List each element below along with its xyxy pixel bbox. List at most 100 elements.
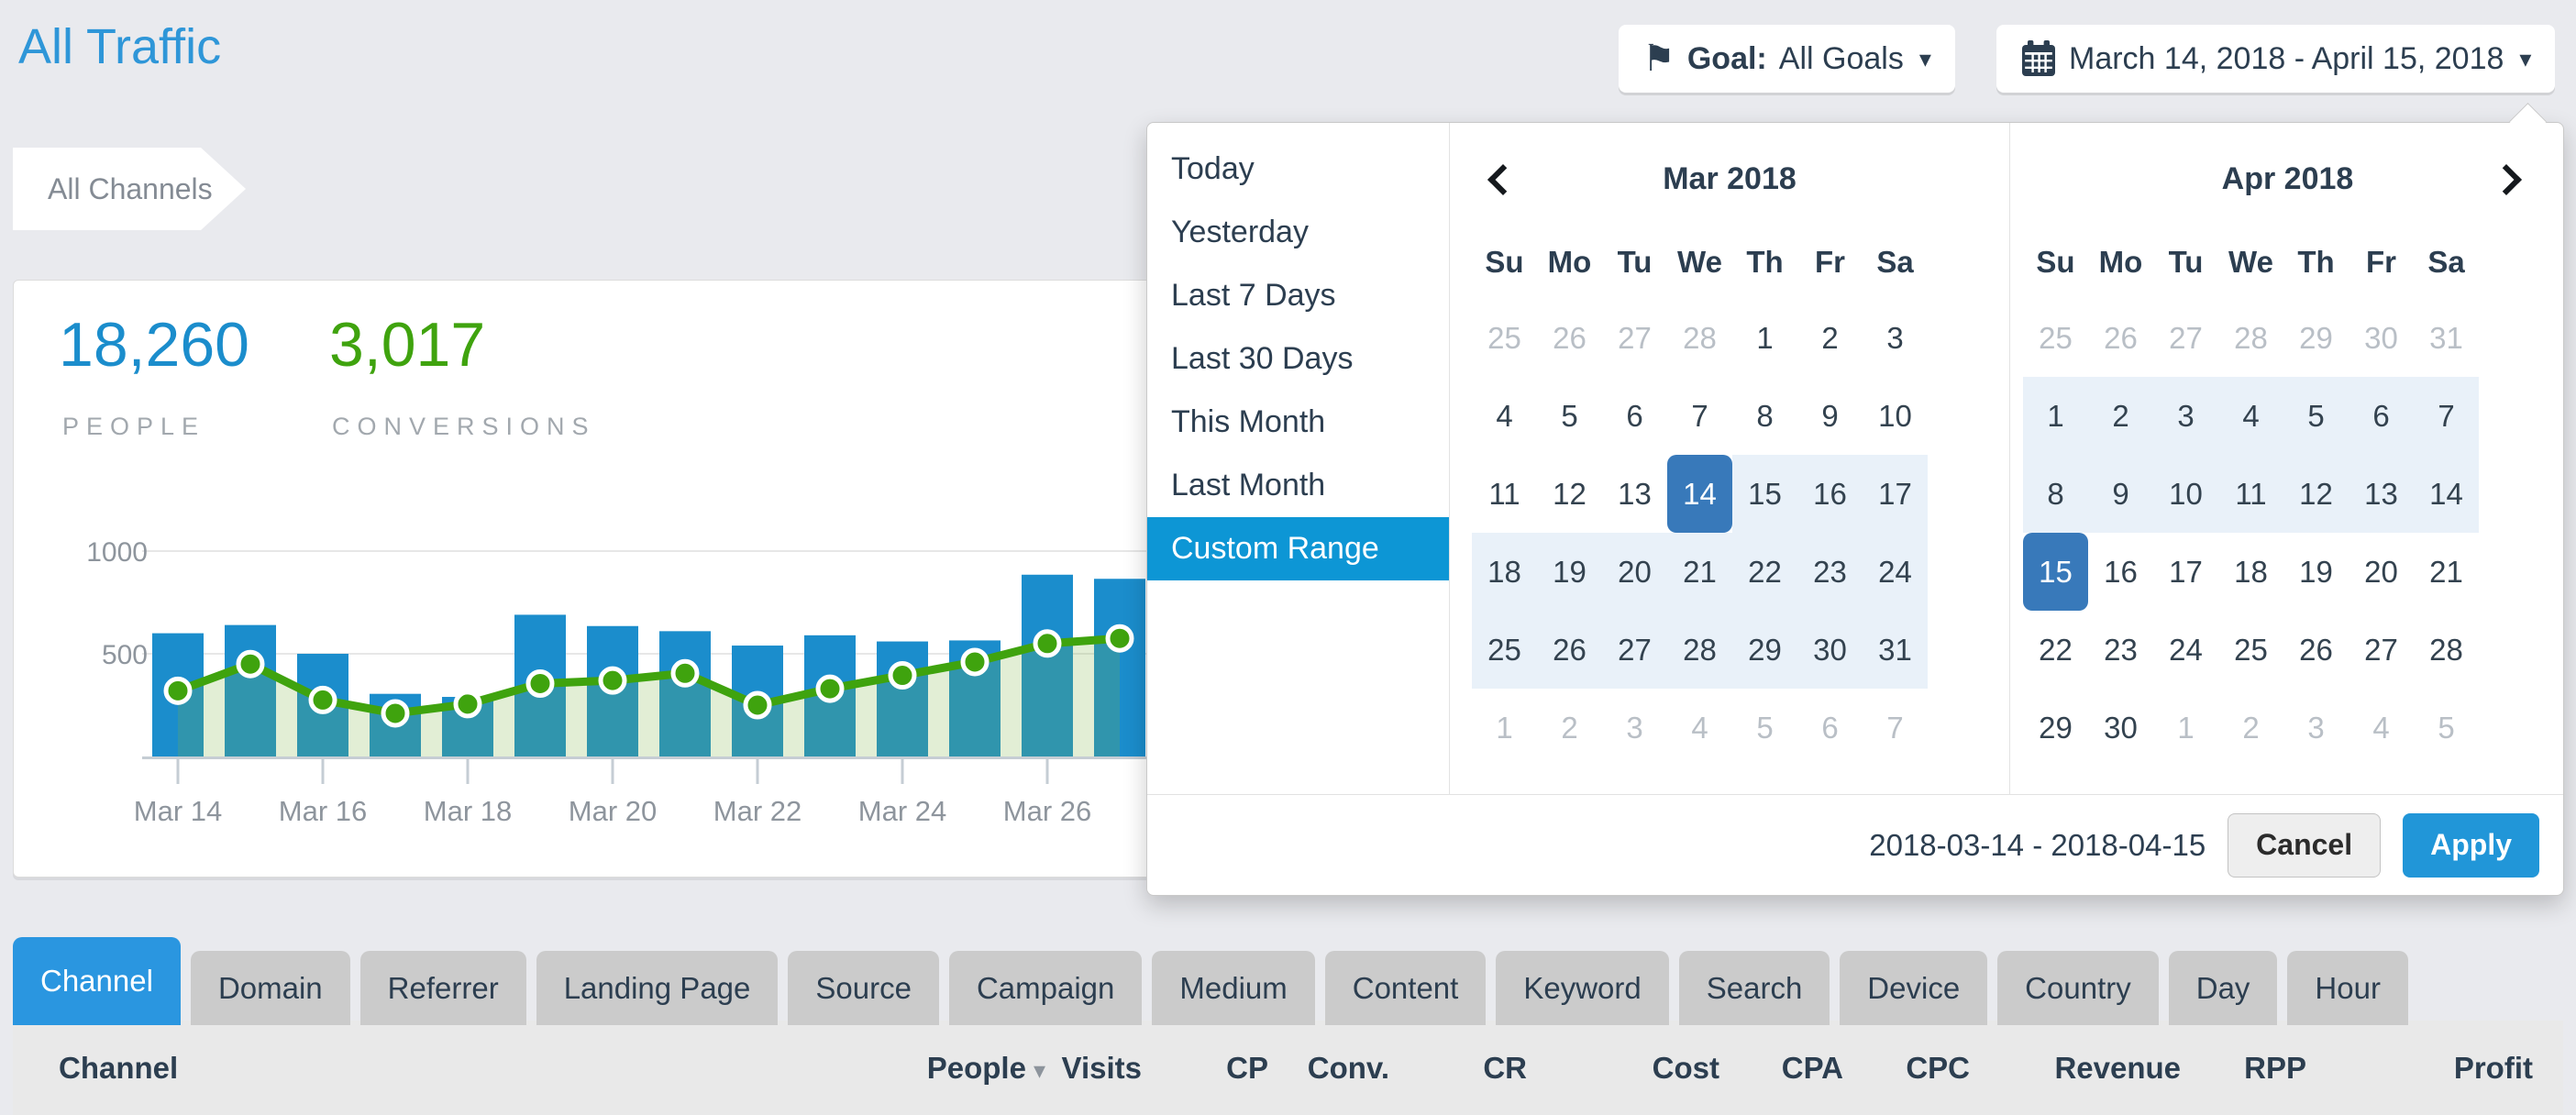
calendar-day[interactable]: 5	[1756, 711, 1774, 745]
calendar-day[interactable]: 5	[1561, 399, 1578, 433]
calendar-day[interactable]: 8	[1756, 399, 1774, 433]
calendar-day[interactable]: 1	[2023, 377, 2088, 455]
column-header-visits[interactable]: Visits	[1061, 1050, 1142, 1085]
calendar-day[interactable]: 3	[1626, 711, 1643, 745]
calendar-day[interactable]: 24	[1863, 533, 1928, 611]
column-header-channel[interactable]: Channel	[59, 1050, 179, 1085]
calendar-day[interactable]: 14	[1667, 455, 1732, 533]
calendar-day[interactable]: 3	[2307, 711, 2325, 745]
calendar-day[interactable]: 26	[1553, 321, 1587, 355]
calendar-day[interactable]: 9	[1821, 399, 1839, 433]
calendar-day[interactable]: 5	[2438, 711, 2455, 745]
column-header-profit[interactable]: Profit	[2453, 1050, 2533, 1085]
calendar-day[interactable]: 27	[2169, 321, 2203, 355]
calendar-day[interactable]: 19	[1537, 533, 1602, 611]
calendar-day[interactable]: 6	[2349, 377, 2414, 455]
calendar-day[interactable]: 25	[2234, 633, 2268, 667]
calendar-day[interactable]: 13	[2349, 455, 2414, 533]
calendar-day[interactable]: 12	[2283, 455, 2349, 533]
calendar-day[interactable]: 29	[1732, 611, 1797, 689]
column-header-rpp[interactable]: RPP	[2244, 1050, 2306, 1085]
calendar-day[interactable]: 15	[1732, 455, 1797, 533]
tab-source[interactable]: Source	[788, 951, 939, 1025]
calendar-day[interactable]: 26	[2299, 633, 2333, 667]
calendar-day[interactable]: 8	[2023, 455, 2088, 533]
column-header-cpc[interactable]: CPC	[1906, 1050, 1970, 1085]
calendar-day[interactable]: 26	[1537, 611, 1602, 689]
apply-button[interactable]: Apply	[2403, 812, 2539, 878]
calendar-day[interactable]: 25	[1487, 321, 1521, 355]
calendar-day[interactable]: 2	[1561, 711, 1578, 745]
calendar-day[interactable]: 5	[2283, 377, 2349, 455]
calendar-day[interactable]: 27	[2364, 633, 2398, 667]
calendar-day[interactable]: 6	[1821, 711, 1839, 745]
column-header-cost[interactable]: Cost	[1652, 1050, 1719, 1085]
calendar-day[interactable]: 4	[2372, 711, 2390, 745]
column-header-conv[interactable]: Conv.	[1307, 1050, 1389, 1085]
calendar-day[interactable]: 9	[2088, 455, 2153, 533]
calendar-day[interactable]: 10	[2153, 455, 2218, 533]
calendar-day[interactable]: 12	[1553, 477, 1587, 511]
calendar-day[interactable]: 22	[1732, 533, 1797, 611]
calendar-day[interactable]: 15	[2023, 533, 2088, 611]
calendar-day[interactable]: 31	[2429, 321, 2463, 355]
calendar-day[interactable]: 7	[1886, 711, 1904, 745]
calendar-day[interactable]: 11	[1488, 477, 1520, 511]
calendar-day[interactable]: 25	[1472, 611, 1537, 689]
range-option-this-month[interactable]: This Month	[1171, 404, 1326, 439]
calendar-day[interactable]: 21	[1667, 533, 1732, 611]
calendar-day[interactable]: 16	[2104, 555, 2138, 589]
tab-medium[interactable]: Medium	[1152, 951, 1315, 1025]
calendar-day[interactable]: 3	[2153, 377, 2218, 455]
calendar-day[interactable]: 10	[1878, 399, 1912, 433]
calendar-day[interactable]: 28	[2234, 321, 2268, 355]
calendar-day[interactable]: 24	[2169, 633, 2203, 667]
calendar-day[interactable]: 6	[1626, 399, 1643, 433]
calendar-day[interactable]: 30	[2364, 321, 2398, 355]
calendar-day[interactable]: 31	[1863, 611, 1928, 689]
column-header-cpa[interactable]: CPA	[1781, 1050, 1843, 1085]
calendar-day[interactable]: 20	[2364, 555, 2398, 589]
range-option-yesterday[interactable]: Yesterday	[1171, 215, 1309, 249]
calendar-day[interactable]: 11	[2218, 455, 2283, 533]
calendar-day[interactable]: 28	[2429, 633, 2463, 667]
range-option-today[interactable]: Today	[1171, 151, 1255, 186]
calendar-day[interactable]: 7	[2414, 377, 2479, 455]
calendar-day[interactable]: 21	[2429, 555, 2463, 589]
calendar-day[interactable]: 4	[2218, 377, 2283, 455]
cancel-button[interactable]: Cancel	[2228, 812, 2382, 878]
tab-keyword[interactable]: Keyword	[1496, 951, 1669, 1025]
calendar-day[interactable]: 2	[1821, 321, 1839, 355]
calendar-day[interactable]: 3	[1886, 321, 1904, 355]
column-header-cp[interactable]: CP	[1226, 1050, 1268, 1085]
calendar-day[interactable]: 17	[1863, 455, 1928, 533]
range-option-last-7-days[interactable]: Last 7 Days	[1171, 278, 1336, 313]
calendar-day[interactable]: 20	[1602, 533, 1667, 611]
calendar-day[interactable]: 30	[1797, 611, 1863, 689]
calendar-day[interactable]: 4	[1496, 399, 1513, 433]
tab-content[interactable]: Content	[1324, 951, 1487, 1025]
calendar-day[interactable]: 2	[2088, 377, 2153, 455]
calendar-day[interactable]: 23	[2104, 633, 2138, 667]
calendar-day[interactable]: 18	[2234, 555, 2268, 589]
column-header-people[interactable]: People ▾	[926, 1050, 1045, 1085]
date-range-button[interactable]: March 14, 2018 - April 15, 2018 ▾	[1996, 25, 2556, 93]
calendar-day[interactable]: 17	[2169, 555, 2203, 589]
calendar-day[interactable]: 2	[2242, 711, 2260, 745]
calendar-day[interactable]: 26	[2104, 321, 2138, 355]
tab-channel[interactable]: Channel	[13, 937, 181, 1025]
calendar-day[interactable]: 27	[1602, 611, 1667, 689]
calendar-day[interactable]: 13	[1618, 477, 1652, 511]
calendar-day[interactable]: 14	[2414, 455, 2479, 533]
tab-day[interactable]: Day	[2168, 951, 2278, 1025]
column-header-revenue[interactable]: Revenue	[2054, 1050, 2181, 1085]
calendar-day[interactable]: 29	[2299, 321, 2333, 355]
calendar-day[interactable]: 1	[1756, 321, 1774, 355]
calendar-day[interactable]: 30	[2104, 711, 2138, 745]
tab-device[interactable]: Device	[1840, 951, 1988, 1025]
calendar-day[interactable]: 23	[1797, 533, 1863, 611]
range-option-last-30-days[interactable]: Last 30 Days	[1171, 341, 1354, 376]
tab-hour[interactable]: Hour	[2287, 951, 2408, 1025]
calendar-day[interactable]: 19	[2299, 555, 2333, 589]
range-option-custom-range[interactable]: Custom Range	[1147, 517, 1449, 580]
